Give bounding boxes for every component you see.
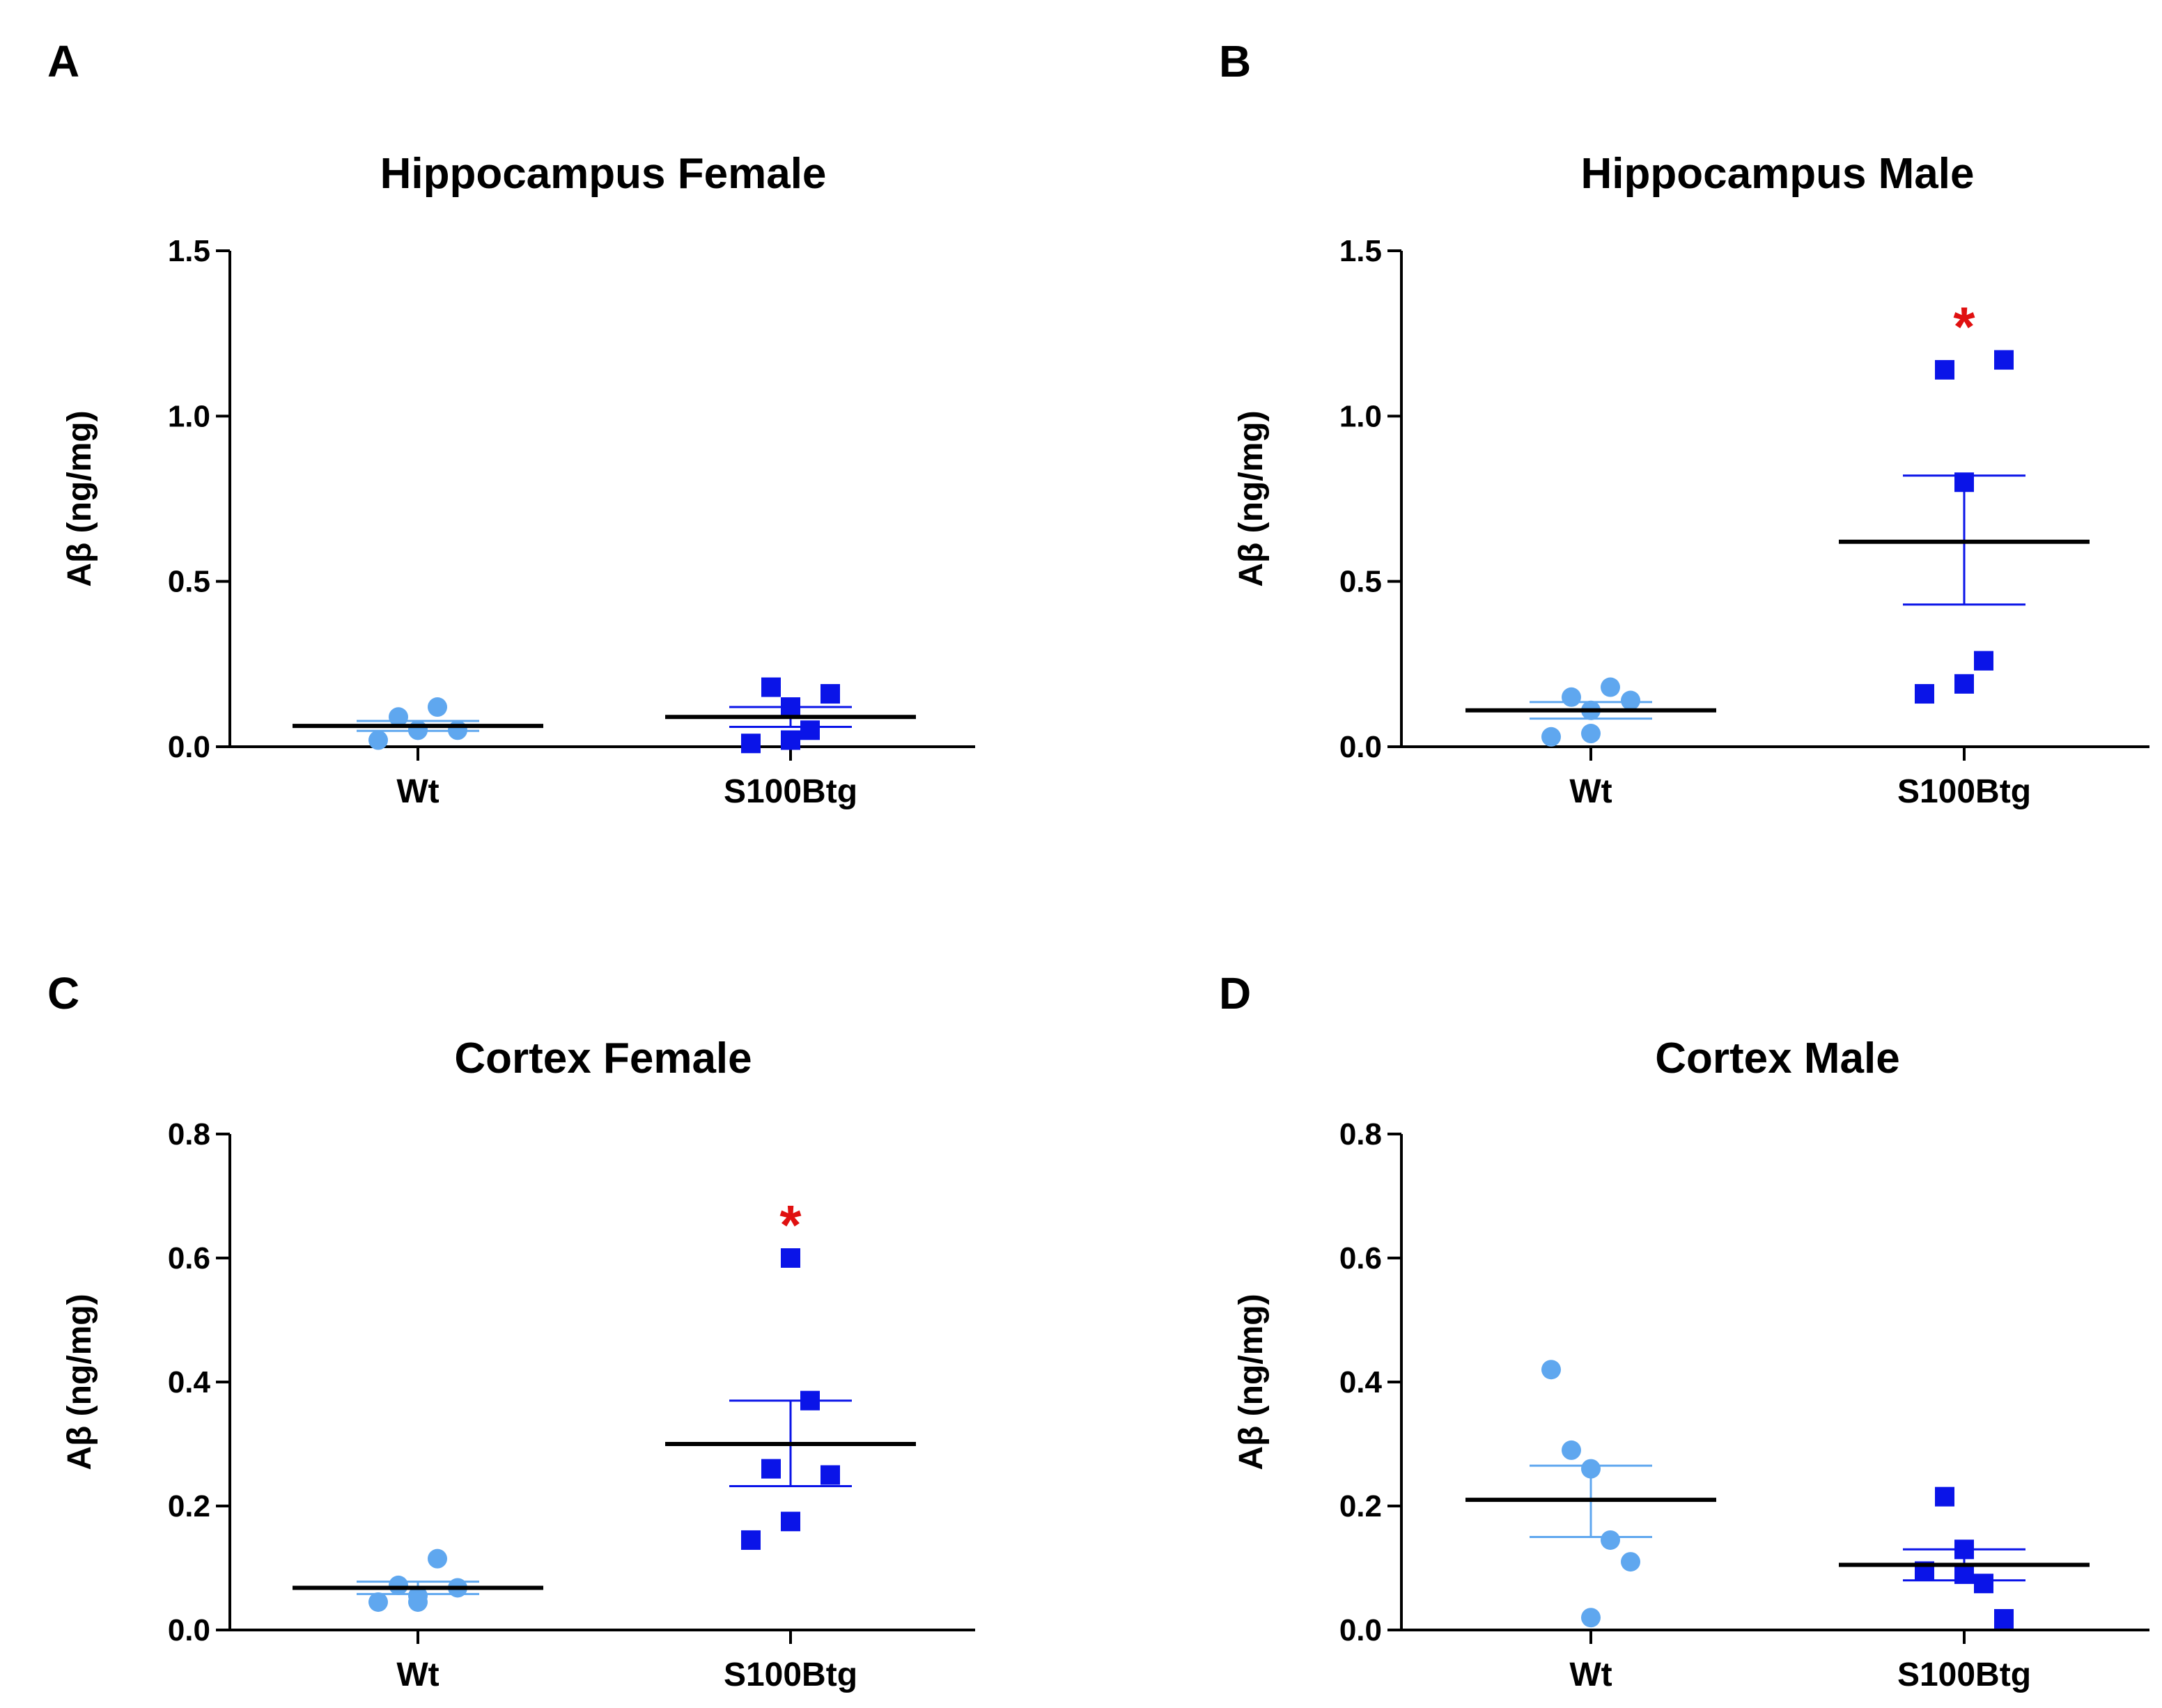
data-point-circle	[408, 720, 428, 740]
y-tick-label: 0.2	[1339, 1489, 1382, 1523]
panel-title: Cortex Male	[1655, 1034, 1899, 1082]
data-point-square	[741, 733, 761, 754]
data-point-circle	[1581, 724, 1601, 744]
panel-title: Hippocampus Female	[380, 150, 827, 198]
y-tick-label: 1.5	[1339, 234, 1382, 268]
panel-a: A Hippocampus Female 0.0 0.5 1.0 1.5 Aβ (ng/mg…	[47, 36, 975, 810]
y-tick-label: 1.5	[168, 234, 210, 268]
data-point-square	[781, 730, 800, 750]
data-point-circle	[408, 1592, 428, 1612]
x-tick-label-wt: Wt	[1569, 1656, 1612, 1693]
data-point-circle	[1581, 1459, 1601, 1479]
y-tick-label: 0.8	[1339, 1117, 1382, 1151]
data-point-square	[781, 1512, 800, 1532]
panel-letter: D	[1219, 968, 1251, 1018]
panel-c: C Cortex Female 0.0 0.2 0.4 0.6 0.8 Aβ (ng/mg) W…	[47, 968, 975, 1693]
panel-title: Hippocampus Male	[1581, 150, 1975, 198]
data-point-circle	[1562, 687, 1581, 707]
series-s100btg	[1839, 350, 2090, 704]
series-s100btg	[1839, 1486, 2090, 1629]
data-point-circle	[368, 730, 388, 750]
data-point-circle	[448, 720, 467, 740]
data-point-circle	[1541, 727, 1561, 747]
data-point-square	[741, 1530, 761, 1550]
y-tick-label: 0.6	[168, 1241, 210, 1275]
y-axis-label: Aβ (ng/mg)	[1233, 410, 1270, 587]
data-point-square	[1954, 1564, 1974, 1584]
y-tick-label: 0.2	[168, 1489, 210, 1523]
y-tick-label: 0.5	[1339, 565, 1382, 599]
data-point-square	[800, 720, 820, 740]
data-point-square	[1935, 1486, 1954, 1507]
data-point-square	[1954, 1539, 1974, 1560]
significance-asterisk: *	[779, 1194, 802, 1256]
y-axis-label: Aβ (ng/mg)	[61, 410, 98, 587]
data-point-circle	[389, 1575, 408, 1595]
y-tick-label: 0.0	[168, 730, 210, 764]
data-point-square	[761, 677, 781, 697]
data-point-circle	[368, 1592, 388, 1612]
data-point-square	[1954, 674, 1974, 694]
x-tick-label-s100btg: S100Btg	[724, 1656, 857, 1693]
data-point-circle	[389, 707, 408, 727]
x-tick-label-wt: Wt	[396, 1656, 439, 1693]
series-s100btg	[665, 677, 916, 754]
data-point-square	[1974, 651, 1993, 671]
data-point-square	[1994, 350, 2014, 370]
data-point-square	[781, 1248, 800, 1268]
y-tick-label: 1.0	[168, 399, 210, 433]
y-tick-label: 0.0	[1339, 1613, 1382, 1647]
panel-letter: B	[1219, 36, 1251, 86]
data-point-square	[781, 697, 800, 717]
panel-letter: A	[47, 36, 79, 86]
data-point-circle	[1621, 690, 1640, 711]
panel-title: Cortex Female	[454, 1034, 752, 1082]
x-tick-label-wt: Wt	[1569, 773, 1612, 810]
series-wt	[1465, 1360, 1716, 1628]
y-tick-label: 0.6	[1339, 1241, 1382, 1275]
data-point-square	[761, 1459, 781, 1479]
y-tick-label: 0.4	[1339, 1365, 1383, 1399]
data-point-square	[821, 684, 840, 704]
series-wt	[293, 1548, 543, 1612]
panel-d: D Cortex Male 0.0 0.2 0.4 0.6 0.8 Aβ (ng/mg) Wt S…	[1219, 968, 2149, 1693]
data-point-square	[1974, 1574, 1993, 1594]
y-tick-label: 1.0	[1339, 399, 1382, 433]
y-tick-label: 0.0	[1339, 730, 1382, 764]
y-tick-label: 0.4	[168, 1365, 211, 1399]
x-tick-label-s100btg: S100Btg	[1897, 1656, 2031, 1693]
data-point-circle	[1581, 1608, 1601, 1628]
data-point-circle	[1562, 1440, 1581, 1460]
x-tick-label-wt: Wt	[396, 773, 439, 810]
data-point-square	[1915, 684, 1934, 704]
y-tick-label: 0.0	[168, 1613, 210, 1647]
x-tick-label-s100btg: S100Btg	[1897, 773, 2031, 810]
y-tick-label: 0.5	[168, 565, 210, 599]
data-point-square	[800, 1390, 820, 1411]
data-point-circle	[1601, 677, 1620, 697]
significance-asterisk: *	[1953, 296, 1975, 358]
data-point-square	[1954, 472, 1974, 492]
data-point-circle	[1621, 1552, 1640, 1572]
panel-letter: C	[47, 968, 79, 1018]
panels-group: A Hippocampus Female 0.0 0.5 1.0 1.5 Aβ (ng/mg…	[47, 36, 2149, 1693]
data-point-circle	[428, 697, 447, 717]
y-axis-label: Aβ (ng/mg)	[1233, 1294, 1270, 1470]
series-wt	[1465, 677, 1716, 747]
series-wt	[293, 697, 543, 750]
y-axis-label: Aβ (ng/mg)	[61, 1294, 98, 1470]
data-point-circle	[1601, 1530, 1620, 1550]
x-tick-label-s100btg: S100Btg	[724, 773, 857, 810]
data-point-square	[821, 1465, 840, 1485]
y-tick-label: 0.8	[168, 1117, 210, 1151]
data-point-square	[1994, 1608, 2014, 1629]
data-point-square	[1935, 359, 1954, 380]
series-s100btg	[665, 1248, 916, 1550]
panel-b: B Hippocampus Male 0.0 0.5 1.0 1.5 Aβ (ng/mg) W…	[1219, 36, 2149, 810]
data-point-circle	[428, 1548, 447, 1569]
data-point-circle	[1541, 1360, 1561, 1380]
